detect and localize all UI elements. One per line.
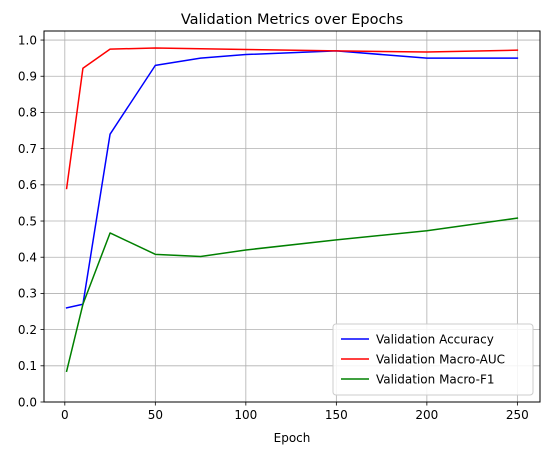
y-tick-label: 0.8 [18,106,37,120]
legend-label: Validation Accuracy [376,332,494,346]
x-tick-label: 200 [415,408,438,422]
series-line-1 [65,47,519,190]
chart-title: Validation Metrics over Epochs [181,12,403,28]
x-axis-label: Epoch [274,431,311,445]
grid-lines [44,31,540,403]
y-tick-label: 0.6 [18,178,37,192]
y-tick-label: 0.3 [18,287,37,301]
x-tick-label: 0 [61,408,69,422]
x-tick-label: 100 [234,408,257,422]
x-tick-label: 250 [506,408,529,422]
y-tick-label: 0.5 [18,214,37,228]
y-tick-label: 1.0 [18,33,37,47]
y-tick-label: 0.0 [18,395,37,409]
legend-label: Validation Macro-AUC [376,352,505,366]
series-line-0 [65,50,519,309]
y-tick-label: 0.7 [18,142,37,156]
legend-label: Validation Macro-F1 [376,372,494,386]
series-line-2 [65,217,519,373]
x-tick-label: 50 [148,408,163,422]
series-lines [65,47,519,373]
y-tick-label: 0.2 [18,323,37,337]
y-tick-label: 0.4 [18,251,37,265]
y-tick-label: 0.9 [18,70,37,84]
x-tick-label: 150 [325,408,348,422]
plot-frame [43,30,541,403]
y-tick-label: 0.1 [18,359,37,373]
axis-ticks: 0 50 100 150 200 250 0.0 0.1 0.2 0.3 0.4 0.5 0.6 0.7 0… [18,33,529,422]
legend-box [332,323,534,396]
legend: Validation Accuracy Validation Macro-AUC V… [332,323,534,396]
